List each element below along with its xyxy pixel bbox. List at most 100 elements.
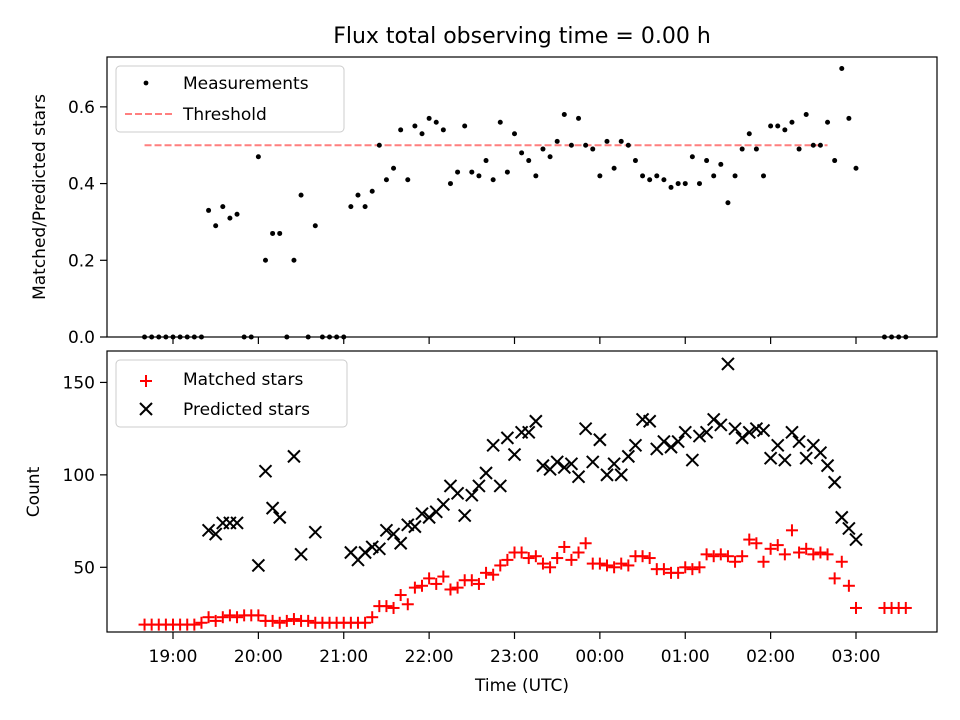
matched-star-point xyxy=(387,601,400,614)
predicted-star-point xyxy=(571,470,586,484)
matched-star-point xyxy=(544,561,557,574)
matched-star-point xyxy=(800,542,813,555)
legend-predicted-label: Predicted stars xyxy=(183,400,310,420)
legend-threshold-label: Threshold xyxy=(182,105,267,125)
predicted-star-point xyxy=(792,434,806,449)
matched-star-point xyxy=(842,579,855,592)
measurement-point xyxy=(761,173,767,179)
measurement-point xyxy=(270,230,276,236)
matched-star-point xyxy=(785,524,798,537)
predicted-star-point xyxy=(721,357,735,371)
matched-star-point xyxy=(600,559,613,572)
predicted-star-point xyxy=(785,425,799,440)
matched-star-point xyxy=(814,546,827,559)
measurement-point xyxy=(227,215,233,221)
measurement-point xyxy=(718,161,724,167)
measurement-point xyxy=(312,223,318,229)
predicted-star-point xyxy=(657,434,671,449)
measurement-point xyxy=(583,142,589,148)
measurement-point xyxy=(696,181,702,187)
predicted-star-point xyxy=(408,519,422,534)
measurement-point xyxy=(654,173,660,179)
measurement-point xyxy=(817,142,823,148)
measurement-point xyxy=(362,204,368,210)
ratio-y-tick-label: 0.2 xyxy=(68,251,95,271)
ratio-y-tick-label: 0.6 xyxy=(68,98,95,118)
predicted-star-point xyxy=(685,453,700,467)
measurement-point xyxy=(405,177,411,183)
measurement-point xyxy=(661,177,667,183)
predicted-star-point xyxy=(258,464,273,478)
measurement-point xyxy=(739,146,745,152)
measurement-point xyxy=(675,181,681,187)
legend-predicted-marker xyxy=(139,402,153,416)
measurement-point xyxy=(298,192,304,198)
matched-star-point xyxy=(487,568,500,581)
predicted-star-point xyxy=(714,418,728,432)
measurement-point xyxy=(825,119,831,125)
predicted-star-point xyxy=(479,466,493,480)
matched-star-point xyxy=(266,614,279,627)
predicted-star-point xyxy=(578,421,593,436)
measurement-point xyxy=(597,173,603,179)
matched-star-point xyxy=(807,548,820,561)
matched-star-point xyxy=(729,555,742,568)
matched-star-point xyxy=(437,570,450,583)
measurement-point xyxy=(412,123,418,129)
matched-star-point xyxy=(793,546,806,559)
matched-star-point xyxy=(757,555,770,568)
predicted-star-point xyxy=(763,451,778,465)
matched-star-point xyxy=(736,550,749,563)
predicted-star-point xyxy=(628,438,643,452)
measurement-point xyxy=(647,177,653,183)
matched-star-point xyxy=(408,581,421,594)
measurement-point xyxy=(789,119,795,125)
chart-title: Flux total observing time = 0.00 h xyxy=(333,24,711,49)
predicted-star-point xyxy=(379,523,394,538)
measurement-point xyxy=(668,184,674,190)
count-axes-frame xyxy=(106,350,938,633)
measurement-point xyxy=(355,192,361,198)
ratio-panel: 0.0 0.2 0.4 0.6 Matched/Predicted stars Mea… xyxy=(30,56,938,348)
predicted-star-point xyxy=(621,449,636,464)
predicted-star-point xyxy=(607,457,621,471)
measurement-point xyxy=(704,158,710,164)
predicted-star-point xyxy=(358,545,372,560)
predicted-star-point xyxy=(593,433,607,447)
matched-star-point xyxy=(380,600,393,613)
predicted-star-point xyxy=(493,479,507,493)
matched-star-point xyxy=(366,611,379,624)
predicted-star-point xyxy=(230,516,244,530)
predicted-star-point xyxy=(813,445,828,460)
matched-star-point xyxy=(700,548,713,561)
predicted-star-point xyxy=(557,460,572,475)
measurement-point xyxy=(540,146,546,152)
predicted-star-point xyxy=(820,458,835,473)
ratio-y-axis-label: Matched/Predicted stars xyxy=(30,94,50,300)
measurement-point xyxy=(782,127,788,133)
predicted-star-point xyxy=(728,421,742,436)
measurement-point xyxy=(512,131,517,137)
measurement-point xyxy=(682,181,688,187)
predicted-star-point xyxy=(642,414,657,428)
legend-matched-marker xyxy=(140,375,152,387)
predicted-star-point xyxy=(522,425,536,440)
matched-star-point xyxy=(394,589,407,602)
matched-star-point xyxy=(636,550,649,563)
matched-star-point xyxy=(465,574,478,587)
predicted-star-point xyxy=(294,547,308,562)
predicted-star-point xyxy=(849,532,863,547)
matched-star-point xyxy=(593,557,606,570)
measurement-point xyxy=(611,165,617,171)
matched-star-point xyxy=(188,618,201,631)
measurement-point xyxy=(369,188,375,194)
matched-star-point xyxy=(558,540,571,553)
measurement-point xyxy=(220,204,226,210)
matched-star-point xyxy=(287,613,300,626)
matched-star-point xyxy=(529,550,542,563)
ratio-legend: Measurements Threshold xyxy=(115,65,345,133)
legend-measurements-label: Measurements xyxy=(183,74,309,94)
predicted-star-point xyxy=(842,521,856,536)
matched-star-point xyxy=(231,611,244,624)
predicted-star-point xyxy=(664,440,678,454)
